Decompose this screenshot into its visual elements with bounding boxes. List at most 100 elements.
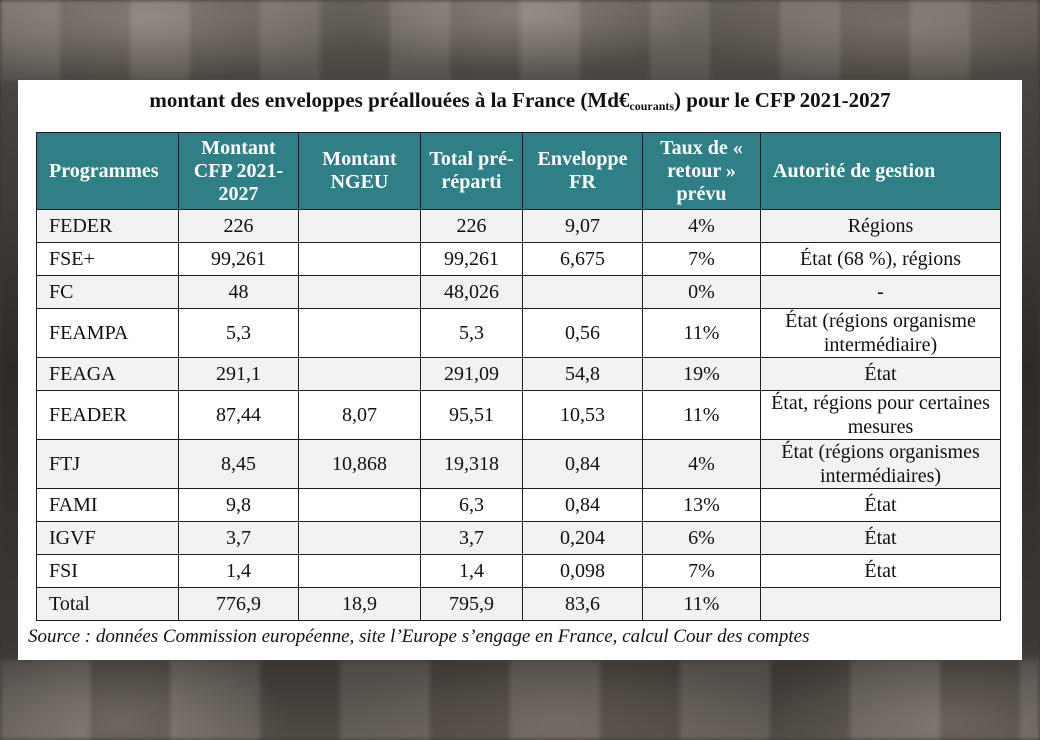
cell-fr: 6,675: [522, 242, 643, 276]
cell-fr: 54,8: [522, 357, 643, 391]
cell-taux: 7%: [642, 242, 761, 276]
source-note: Source : données Commission européenne, …: [28, 626, 810, 647]
header-enveloppe-fr: Enveloppe FR: [522, 132, 643, 210]
cell-total: 6,3: [420, 488, 523, 522]
cell-cfp: 3,7: [178, 521, 299, 555]
table-row: IGVF 3,7 3,7 0,204 6% État: [36, 521, 1001, 555]
cell-cfp: 5,3: [178, 308, 299, 358]
cell-cfp: 9,8: [178, 488, 299, 522]
cell-total: 291,09: [420, 357, 523, 391]
cell-autorite: -: [760, 275, 1001, 309]
cell-programme: FEAGA: [36, 357, 179, 391]
header-total: Total pré-réparti: [420, 132, 523, 210]
cell-total: 99,261: [420, 242, 523, 276]
cell-total: 226: [420, 209, 523, 243]
allocation-table: Programmes Montant CFP 2021-2027 Montant…: [36, 132, 1001, 621]
cell-fr: 0,84: [522, 488, 643, 522]
cell-ngeu: [298, 308, 421, 358]
table-row: FEAGA 291,1 291,09 54,8 19% État: [36, 357, 1001, 391]
cell-programme: FTJ: [36, 439, 179, 489]
cell-taux: 0%: [642, 275, 761, 309]
cell-total: 795,9: [420, 587, 523, 621]
cell-fr: [522, 275, 643, 309]
table-row: FTJ 8,45 10,868 19,318 0,84 4% État (régions o…: [36, 439, 1001, 489]
cell-cfp: 99,261: [178, 242, 299, 276]
table-panel: montant des enveloppes préallouées à la …: [18, 80, 1022, 660]
table-row: FC 48 48,026 0% -: [36, 275, 1001, 309]
cell-autorite: État: [760, 554, 1001, 588]
table-row: FAMI 9,8 6,3 0,84 13% État: [36, 488, 1001, 522]
cell-programme: FEAMPA: [36, 308, 179, 358]
cell-taux: 4%: [642, 209, 761, 243]
cell-cfp: 776,9: [178, 587, 299, 621]
table-row: FSI 1,4 1,4 0,098 7% État: [36, 554, 1001, 588]
cell-ngeu: [298, 209, 421, 243]
cell-taux: 7%: [642, 554, 761, 588]
cell-programme: FAMI: [36, 488, 179, 522]
cell-programme: FSI: [36, 554, 179, 588]
cell-taux: 4%: [642, 439, 761, 489]
cell-cfp: 291,1: [178, 357, 299, 391]
cell-autorite: État, régions pour certaines mesures: [760, 390, 1001, 440]
cell-cfp: 226: [178, 209, 299, 243]
cell-programme: IGVF: [36, 521, 179, 555]
cell-ngeu: [298, 554, 421, 588]
cell-taux: 11%: [642, 587, 761, 621]
table-row: Total 776,9 18,9 795,9 83,6 11%: [36, 587, 1001, 621]
cell-taux: 11%: [642, 390, 761, 440]
title-main: montant des enveloppes préallouées à la …: [149, 88, 630, 112]
cell-autorite: État: [760, 357, 1001, 391]
header-row: Programmes Montant CFP 2021-2027 Montant…: [36, 132, 1001, 210]
table-row: FEAMPA 5,3 5,3 0,56 11% État (régions organis…: [36, 308, 1001, 358]
cell-fr: 10,53: [522, 390, 643, 440]
cell-fr: 0,098: [522, 554, 643, 588]
cell-autorite: État (68 %), régions: [760, 242, 1001, 276]
cell-total: 48,026: [420, 275, 523, 309]
cell-autorite: État (régions organisme intermédiaire): [760, 308, 1001, 358]
cell-total: 5,3: [420, 308, 523, 358]
header-montant-ngeu: Montant NGEU: [298, 132, 421, 210]
cell-ngeu: 10,868: [298, 439, 421, 489]
table-row: FEDER 226 226 9,07 4% Régions: [36, 209, 1001, 243]
cell-ngeu: [298, 521, 421, 555]
cell-cfp: 8,45: [178, 439, 299, 489]
cell-taux: 19%: [642, 357, 761, 391]
cell-ngeu: [298, 488, 421, 522]
cell-programme: FSE+: [36, 242, 179, 276]
cell-taux: 6%: [642, 521, 761, 555]
cell-ngeu: [298, 275, 421, 309]
table-row: FEADER 87,44 8,07 95,51 10,53 11% État, région…: [36, 390, 1001, 440]
cell-fr: 9,07: [522, 209, 643, 243]
cell-taux: 13%: [642, 488, 761, 522]
cell-programme: FEDER: [36, 209, 179, 243]
cell-ngeu: 18,9: [298, 587, 421, 621]
cell-ngeu: [298, 242, 421, 276]
cell-total: 1,4: [420, 554, 523, 588]
cell-programme: FC: [36, 275, 179, 309]
cell-autorite: État: [760, 521, 1001, 555]
cell-taux: 11%: [642, 308, 761, 358]
header-programmes: Programmes: [36, 132, 179, 210]
cell-autorite: État (régions organismes intermédiaires): [760, 439, 1001, 489]
cell-total: 3,7: [420, 521, 523, 555]
cell-cfp: 48: [178, 275, 299, 309]
cell-autorite: [760, 587, 1001, 621]
cell-autorite: État: [760, 488, 1001, 522]
title-end: ) pour le CFP 2021-2027: [674, 88, 891, 112]
cell-ngeu: [298, 357, 421, 391]
cell-programme: Total: [36, 587, 179, 621]
table-title: montant des enveloppes préallouées à la …: [18, 88, 1022, 114]
cell-fr: 0,204: [522, 521, 643, 555]
cell-programme: FEADER: [36, 390, 179, 440]
cell-total: 19,318: [420, 439, 523, 489]
cell-fr: 83,6: [522, 587, 643, 621]
cell-fr: 0,84: [522, 439, 643, 489]
table-row: FSE+ 99,261 99,261 6,675 7% État (68 %), régi…: [36, 242, 1001, 276]
cell-cfp: 87,44: [178, 390, 299, 440]
header-autorite: Autorité de gestion: [760, 132, 1001, 210]
cell-fr: 0,56: [522, 308, 643, 358]
header-montant-cfp: Montant CFP 2021-2027: [178, 132, 299, 210]
cell-total: 95,51: [420, 390, 523, 440]
header-taux-retour: Taux de « retour » prévu: [642, 132, 761, 210]
cell-autorite: Régions: [760, 209, 1001, 243]
